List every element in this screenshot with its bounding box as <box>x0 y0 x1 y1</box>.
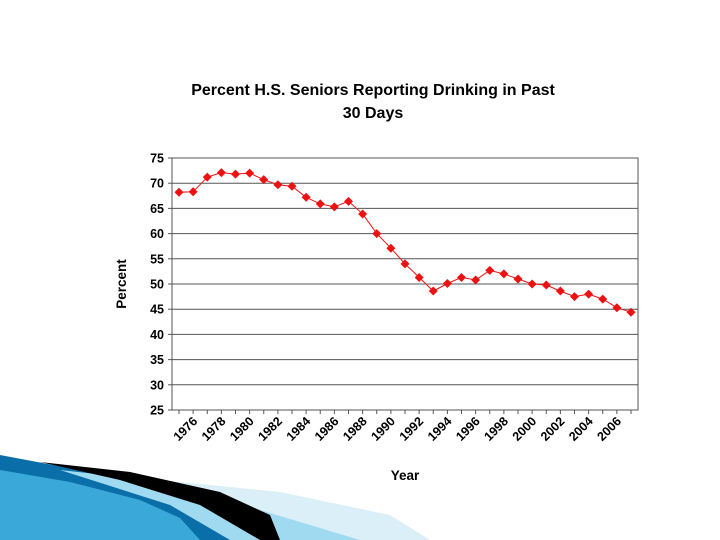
y-tick-label: 45 <box>150 303 164 317</box>
data-point <box>216 168 226 178</box>
data-point <box>174 187 184 197</box>
data-point <box>485 265 495 275</box>
y-tick-label: 25 <box>150 404 164 418</box>
x-tick-label: 2006 <box>594 414 624 444</box>
data-point <box>598 294 608 304</box>
data-point <box>301 192 311 202</box>
y-tick-label: 70 <box>150 177 164 191</box>
data-point <box>612 303 622 313</box>
data-point <box>428 286 438 296</box>
data-point <box>499 269 509 279</box>
data-point <box>287 181 297 191</box>
slide-decoration <box>0 455 430 540</box>
y-tick-label: 30 <box>150 378 164 392</box>
x-tick-label: 1996 <box>453 414 483 444</box>
data-point <box>626 307 636 317</box>
data-point <box>527 279 537 289</box>
x-tick-label: 1980 <box>227 414 257 444</box>
swoosh-mid-blue <box>0 470 200 540</box>
y-axis-title: Percent <box>114 259 129 309</box>
data-point <box>372 229 382 239</box>
y-tick-label: 55 <box>150 252 164 266</box>
data-point <box>259 175 269 185</box>
gridlines <box>168 157 638 414</box>
data-point <box>188 187 198 197</box>
y-tick-label: 40 <box>150 328 164 342</box>
data-point <box>513 274 523 284</box>
x-tick-label: 1998 <box>481 414 511 444</box>
series-percent <box>174 168 636 317</box>
x-tick-label: 1988 <box>340 414 370 444</box>
data-point <box>231 169 240 179</box>
data-point <box>541 280 551 290</box>
data-point <box>202 172 212 182</box>
data-point <box>344 196 353 206</box>
y-tick-label: 75 <box>150 152 164 166</box>
data-point <box>245 168 255 178</box>
data-point <box>358 209 368 219</box>
x-tick-label: 1982 <box>255 414 285 444</box>
chart-title-line-2: 30 Days <box>343 105 404 122</box>
x-tick-label: 1978 <box>199 414 229 444</box>
x-axis-title: Year <box>391 468 420 483</box>
x-tick-labels: 1976197819801982198419861988199019921994… <box>171 414 624 444</box>
data-point <box>570 292 579 302</box>
data-point <box>273 180 283 190</box>
x-tick-label: 2002 <box>538 414 568 444</box>
data-point <box>555 286 565 296</box>
chart-title-line-1: Percent H.S. Seniors Reporting Drinking … <box>191 82 555 99</box>
swoosh-black <box>40 462 280 540</box>
x-tick-label: 1986 <box>312 414 342 444</box>
y-tick-labels: 25 30 35 40 45 50 55 60 65 70 75 <box>150 152 164 418</box>
y-tick-label: 50 <box>150 278 164 292</box>
x-tick-label: 1976 <box>171 414 201 444</box>
x-tick-label: 2000 <box>510 414 540 444</box>
data-point <box>315 199 325 209</box>
data-point <box>400 259 410 269</box>
x-tick-label: 2004 <box>566 414 596 444</box>
x-tick-label: 1984 <box>284 414 314 444</box>
x-tick-label: 1992 <box>397 414 427 444</box>
x-tick-label: 1994 <box>425 414 455 444</box>
data-point <box>584 289 594 299</box>
y-tick-label: 35 <box>150 353 164 367</box>
data-point <box>414 272 424 282</box>
data-point <box>386 243 396 253</box>
data-point <box>471 275 481 285</box>
y-tick-label: 65 <box>150 202 164 216</box>
data-point <box>329 202 339 212</box>
data-point <box>457 272 466 282</box>
data-point <box>442 278 452 288</box>
y-tick-label: 60 <box>150 227 164 241</box>
x-tick-label: 1990 <box>368 414 398 444</box>
